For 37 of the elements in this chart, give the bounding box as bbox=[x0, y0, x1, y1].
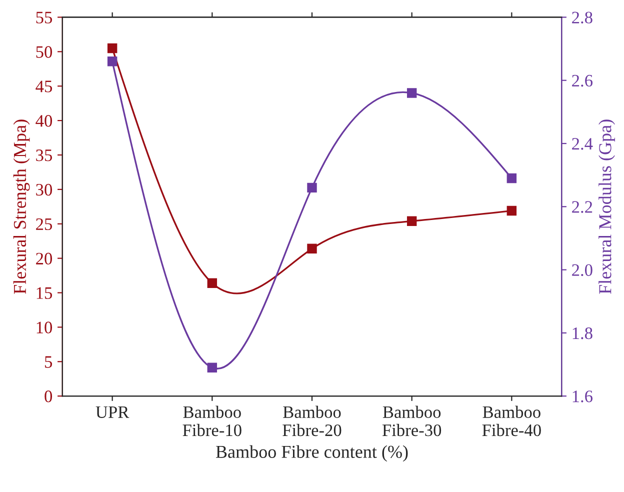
point bbox=[506, 206, 517, 216]
point bbox=[107, 56, 118, 66]
point bbox=[207, 278, 218, 288]
y2-tick-label: 1.8 bbox=[572, 327, 592, 340]
y2-tick-label: 1.6 bbox=[572, 390, 593, 402]
y-tick-label: 55 bbox=[36, 12, 52, 24]
x-tick-label: Bamboo Fibre-10 bbox=[182, 406, 242, 436]
y2-tick-label: 2.6 bbox=[572, 74, 593, 87]
point bbox=[307, 244, 317, 254]
y2-tick-label: 2.0 bbox=[572, 264, 592, 276]
point bbox=[406, 88, 417, 98]
y-tick-label: 25 bbox=[36, 218, 52, 230]
x-axis-title: Bamboo Fibre content (%) bbox=[216, 445, 408, 462]
y-axis-title: Flexural Strength (Mpa) bbox=[13, 120, 30, 294]
point bbox=[406, 216, 417, 226]
y-tick-label: 35 bbox=[36, 150, 52, 162]
point bbox=[307, 182, 317, 193]
y-tick-label: 5 bbox=[45, 356, 52, 368]
point bbox=[107, 43, 118, 54]
y-tick-label: 30 bbox=[36, 184, 52, 196]
y-tick-label: 10 bbox=[36, 322, 52, 334]
x-tick-label: UPR bbox=[96, 406, 130, 418]
x-tick-label: Bamboo Fibre-30 bbox=[382, 406, 442, 436]
y-tick-label: 40 bbox=[36, 115, 52, 127]
y-tick-label: 20 bbox=[36, 252, 52, 264]
y2-tick-label: 2.4 bbox=[572, 138, 593, 150]
point bbox=[207, 362, 218, 373]
x-tick-label: Bamboo Fibre-20 bbox=[282, 406, 342, 436]
y-tick-label: 0 bbox=[44, 390, 52, 402]
point bbox=[506, 173, 517, 184]
y-tick-label: 15 bbox=[36, 287, 52, 299]
y2-axis-title: Flexural Modulus (Gpa) bbox=[598, 120, 615, 294]
y2-tick-label: 2.2 bbox=[572, 201, 592, 213]
y2-tick-label: 2.8 bbox=[572, 12, 592, 24]
x-tick-label: Bamboo Fibre-40 bbox=[482, 406, 541, 436]
y-tick-label: 50 bbox=[36, 46, 52, 58]
y-tick-label: 45 bbox=[36, 80, 52, 92]
